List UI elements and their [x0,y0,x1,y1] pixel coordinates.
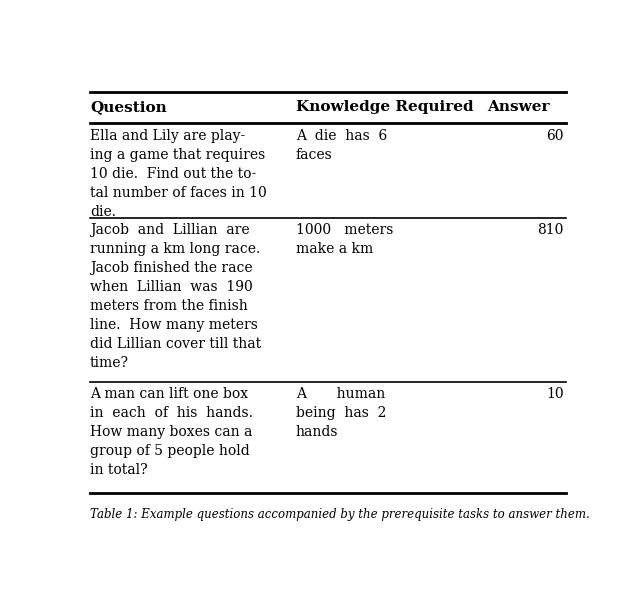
Text: Question: Question [90,100,166,114]
Text: Ella and Lily are play-
ing a game that requires
10 die.  Find out the to-
tal n: Ella and Lily are play- ing a game that … [90,129,267,219]
Text: Answer: Answer [486,100,549,114]
Text: Knowledge Required: Knowledge Required [296,100,474,114]
Text: A  die  has  6
faces: A die has 6 faces [296,129,387,161]
Text: Jacob  and  Lillian  are
running a km long race.
Jacob finished the race
when  L: Jacob and Lillian are running a km long … [90,223,261,370]
Text: A man can lift one box
in  each  of  his  hands.
How many boxes can a
group of 5: A man can lift one box in each of his ha… [90,387,253,477]
Text: 810: 810 [537,223,564,237]
Text: Table 1: Example questions accompanied by the prerequisite tasks to answer them.: Table 1: Example questions accompanied b… [90,507,589,521]
Text: 10: 10 [546,387,564,401]
Text: A       human
being  has  2
hands: A human being has 2 hands [296,387,386,439]
Text: 60: 60 [546,129,564,143]
Text: 1000   meters
make a km: 1000 meters make a km [296,223,393,256]
